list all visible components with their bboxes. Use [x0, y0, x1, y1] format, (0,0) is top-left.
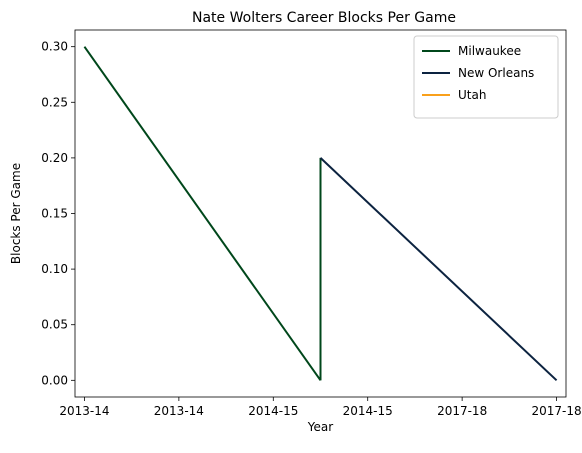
y-tick-label: 0.00: [41, 373, 68, 387]
legend: Milwaukee New Orleans Utah: [413, 35, 559, 119]
series-lines: [83, 46, 558, 382]
y-tick-label: 0.15: [41, 207, 68, 221]
x-tick-label: 2014-15: [248, 404, 298, 418]
legend-label: Utah: [458, 88, 486, 102]
plot-frame: [74, 29, 567, 398]
legend-label: New Orleans: [458, 66, 534, 80]
axis-ticks: 0.00 0.05 0.10 0.15 0.20 0.25 0.30 2013-14 2013-…: [41, 40, 581, 418]
legend-label: Milwaukee: [458, 44, 521, 58]
x-tick-label: 2013-14: [59, 404, 109, 418]
series-line-new-orleans: [319, 157, 558, 382]
x-axis-title: Year: [307, 420, 333, 434]
y-tick-label: 0.10: [41, 262, 68, 276]
legend-box: [413, 35, 559, 119]
y-tick-label: 0.30: [41, 40, 68, 54]
x-tick-label: 2014-15: [343, 404, 393, 418]
x-tick-label: 2013-14: [154, 404, 204, 418]
y-tick-label: 0.20: [41, 151, 68, 165]
y-tick-label: 0.05: [41, 318, 68, 332]
x-tick-label: 2017-18: [437, 404, 487, 418]
x-tick-label: 2017-18: [531, 404, 581, 418]
chart-title: Nate Wolters Career Blocks Per Game: [192, 10, 456, 26]
y-tick-label: 0.25: [41, 95, 68, 109]
series-line-milwaukee: [83, 46, 322, 381]
y-axis-title: Blocks Per Game: [9, 163, 23, 264]
